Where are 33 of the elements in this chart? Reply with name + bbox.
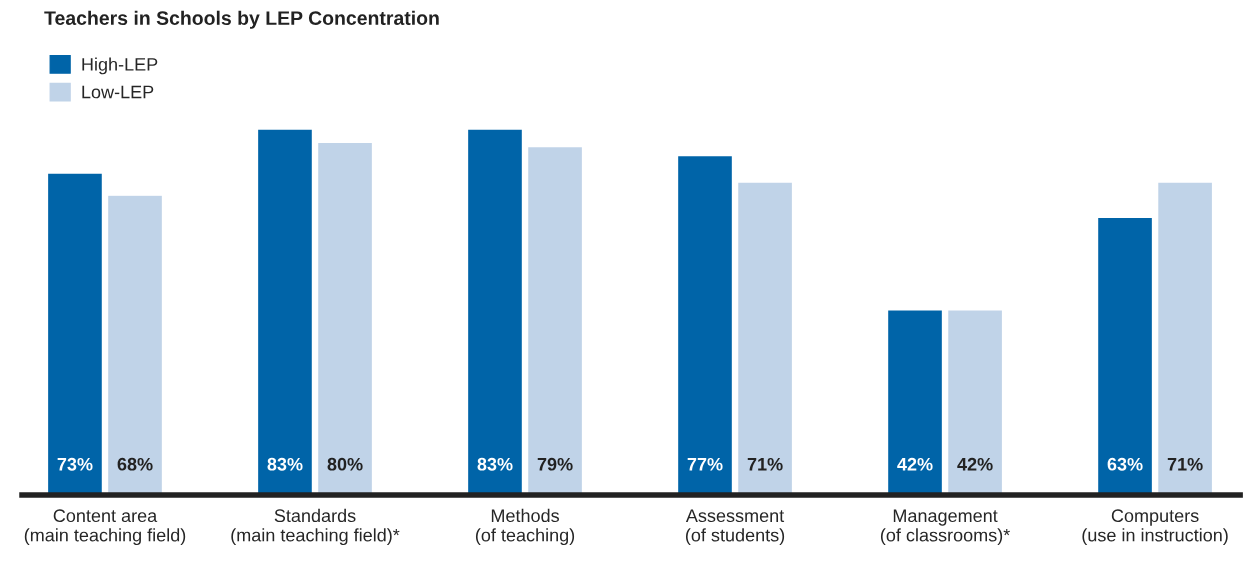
x-tick-label: Management (of classrooms)* <box>880 509 1010 546</box>
legend-label: Low-LEP <box>82 85 154 99</box>
bar <box>1156 181 1214 495</box>
data-label: 83% <box>267 457 303 471</box>
bar <box>886 309 944 495</box>
bar <box>316 141 374 495</box>
data-label: 80% <box>327 457 363 471</box>
data-label: 71% <box>1167 457 1203 471</box>
x-tick-label: Assessment (of students) <box>685 509 785 546</box>
data-label: 73% <box>57 457 93 471</box>
data-label: 42% <box>897 457 933 471</box>
bar <box>736 181 794 495</box>
bar <box>1096 216 1154 495</box>
bar <box>526 145 584 495</box>
bar <box>676 154 734 495</box>
data-label: 83% <box>477 457 513 471</box>
bar <box>46 172 104 495</box>
x-tick-label: Computers (use in instruction) <box>1082 509 1228 546</box>
bar <box>466 128 524 495</box>
data-label: 63% <box>1107 457 1143 471</box>
data-label: 71% <box>747 457 783 471</box>
x-tick-label: Content area (main teaching field) <box>24 509 186 546</box>
chart-title: Teachers in Schools by LEP Concentration <box>44 10 439 29</box>
legend-label: High-LEP <box>82 57 158 75</box>
data-label: 79% <box>537 457 573 471</box>
bar <box>106 194 164 495</box>
bar <box>256 128 314 495</box>
x-tick-label: Methods (of teaching) <box>475 508 575 546</box>
x-tick-label: Standards (main teaching field)* <box>231 508 400 546</box>
bar <box>946 309 1004 495</box>
data-label: 68% <box>117 457 153 471</box>
data-label: 77% <box>687 457 723 471</box>
data-label: 42% <box>957 457 993 471</box>
